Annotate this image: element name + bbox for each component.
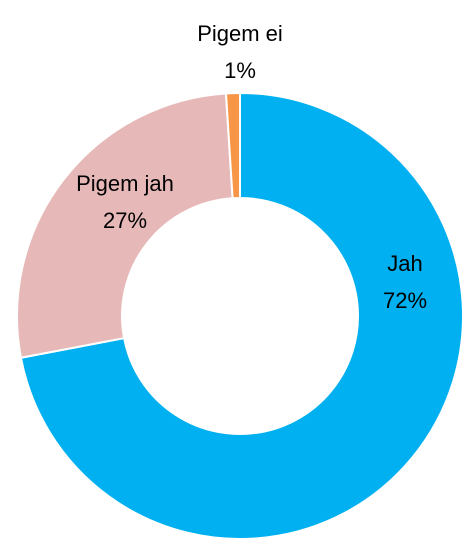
donut-slice (16, 92, 234, 359)
slice-value-label: 27% (103, 208, 147, 233)
slice-value-label: 72% (383, 288, 427, 313)
slice-label: Jah (387, 251, 422, 276)
slice-label: Pigem ei (197, 21, 283, 46)
donut-slice (224, 91, 241, 200)
donut-slice (19, 91, 464, 540)
slice-value-label: 1% (224, 58, 256, 83)
slice-label: Pigem jah (76, 171, 174, 196)
